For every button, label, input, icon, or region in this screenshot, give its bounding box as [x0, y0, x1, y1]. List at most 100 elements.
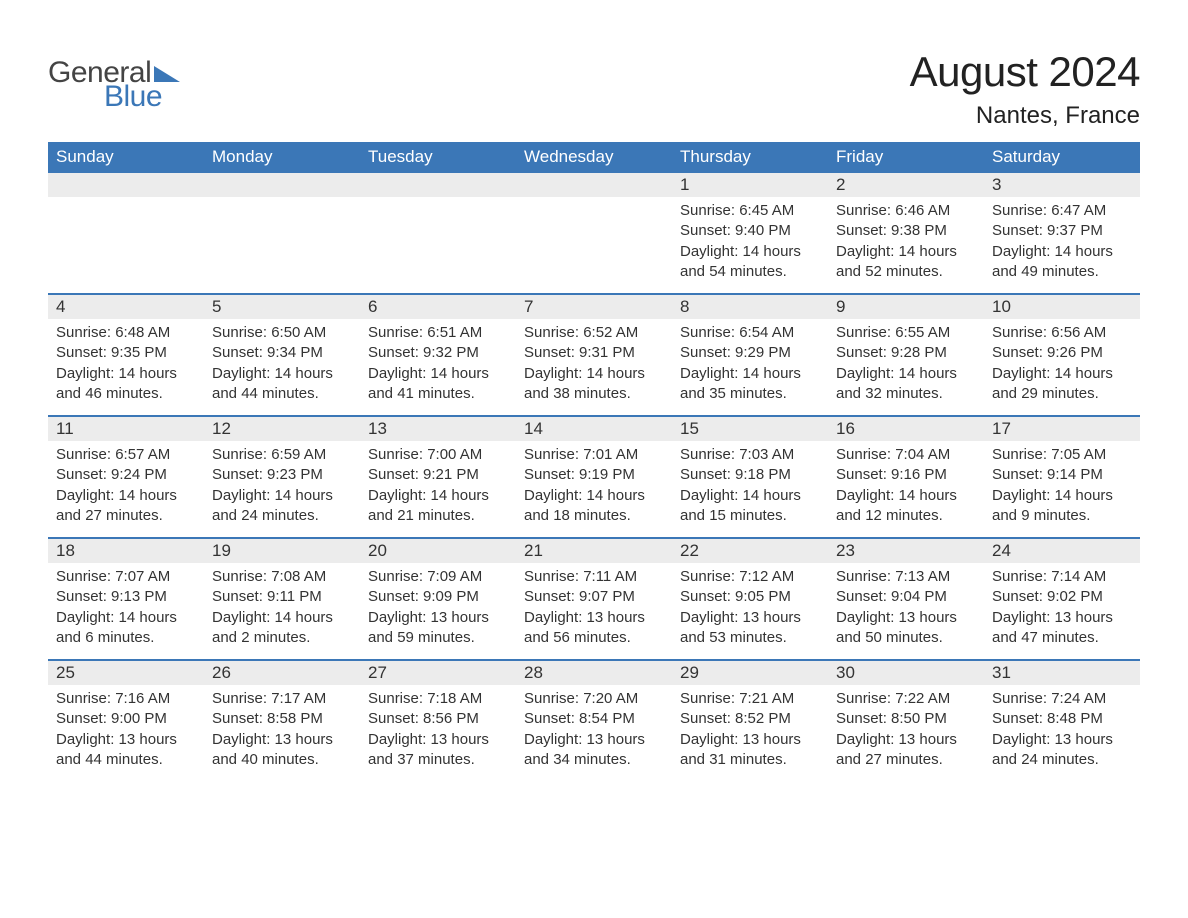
day-number: 6	[360, 295, 516, 319]
day-number: 13	[360, 417, 516, 441]
day-of-week-label: Friday	[828, 142, 984, 173]
day-details: Sunrise: 7:20 AMSunset: 8:54 PMDaylight:…	[516, 685, 672, 778]
sunrise-text: Sunrise: 7:07 AM	[56, 567, 196, 587]
daylight-text-line1: Daylight: 13 hours	[836, 730, 976, 750]
sunrise-text: Sunrise: 7:21 AM	[680, 689, 820, 709]
daylight-text-line2: and 29 minutes.	[992, 384, 1132, 404]
day-number: 9	[828, 295, 984, 319]
header: General Blue August 2024 Nantes, France	[48, 48, 1140, 130]
sunset-text: Sunset: 9:05 PM	[680, 587, 820, 607]
calendar-cell: 29Sunrise: 7:21 AMSunset: 8:52 PMDayligh…	[672, 661, 828, 781]
calendar-cell	[516, 173, 672, 293]
day-details: Sunrise: 7:07 AMSunset: 9:13 PMDaylight:…	[48, 563, 204, 656]
daylight-text-line1: Daylight: 13 hours	[680, 608, 820, 628]
sunrise-text: Sunrise: 6:48 AM	[56, 323, 196, 343]
sunset-text: Sunset: 8:54 PM	[524, 709, 664, 729]
sunrise-text: Sunrise: 7:16 AM	[56, 689, 196, 709]
day-details: Sunrise: 7:12 AMSunset: 9:05 PMDaylight:…	[672, 563, 828, 656]
day-of-week-label: Monday	[204, 142, 360, 173]
day-number: 31	[984, 661, 1140, 685]
day-details: Sunrise: 7:11 AMSunset: 9:07 PMDaylight:…	[516, 563, 672, 656]
day-number: 11	[48, 417, 204, 441]
sunrise-text: Sunrise: 7:13 AM	[836, 567, 976, 587]
sunset-text: Sunset: 9:00 PM	[56, 709, 196, 729]
sunrise-text: Sunrise: 6:51 AM	[368, 323, 508, 343]
day-number: 4	[48, 295, 204, 319]
day-number	[360, 173, 516, 197]
calendar-cell: 9Sunrise: 6:55 AMSunset: 9:28 PMDaylight…	[828, 295, 984, 415]
calendar-cell: 5Sunrise: 6:50 AMSunset: 9:34 PMDaylight…	[204, 295, 360, 415]
daylight-text-line1: Daylight: 14 hours	[836, 486, 976, 506]
sunrise-text: Sunrise: 6:59 AM	[212, 445, 352, 465]
sunrise-text: Sunrise: 7:04 AM	[836, 445, 976, 465]
brand-logo: General Blue	[48, 48, 180, 112]
daylight-text-line2: and 52 minutes.	[836, 262, 976, 282]
daylight-text-line1: Daylight: 13 hours	[992, 608, 1132, 628]
daylight-text-line2: and 37 minutes.	[368, 750, 508, 770]
sunrise-text: Sunrise: 6:54 AM	[680, 323, 820, 343]
day-number: 10	[984, 295, 1140, 319]
daylight-text-line1: Daylight: 14 hours	[680, 242, 820, 262]
weeks-container: 1Sunrise: 6:45 AMSunset: 9:40 PMDaylight…	[48, 173, 1140, 781]
daylight-text-line1: Daylight: 14 hours	[680, 364, 820, 384]
day-number: 14	[516, 417, 672, 441]
calendar-cell: 19Sunrise: 7:08 AMSunset: 9:11 PMDayligh…	[204, 539, 360, 659]
sunset-text: Sunset: 9:16 PM	[836, 465, 976, 485]
daylight-text-line2: and 24 minutes.	[212, 506, 352, 526]
day-details: Sunrise: 7:09 AMSunset: 9:09 PMDaylight:…	[360, 563, 516, 656]
daylight-text-line2: and 34 minutes.	[524, 750, 664, 770]
daylight-text-line1: Daylight: 14 hours	[56, 608, 196, 628]
sunrise-text: Sunrise: 6:46 AM	[836, 201, 976, 221]
daylight-text-line2: and 31 minutes.	[680, 750, 820, 770]
calendar-cell: 20Sunrise: 7:09 AMSunset: 9:09 PMDayligh…	[360, 539, 516, 659]
sunset-text: Sunset: 9:11 PM	[212, 587, 352, 607]
calendar-cell: 15Sunrise: 7:03 AMSunset: 9:18 PMDayligh…	[672, 417, 828, 537]
week-row: 11Sunrise: 6:57 AMSunset: 9:24 PMDayligh…	[48, 415, 1140, 537]
day-number	[204, 173, 360, 197]
day-details: Sunrise: 7:03 AMSunset: 9:18 PMDaylight:…	[672, 441, 828, 534]
calendar-cell: 17Sunrise: 7:05 AMSunset: 9:14 PMDayligh…	[984, 417, 1140, 537]
calendar-cell: 4Sunrise: 6:48 AMSunset: 9:35 PMDaylight…	[48, 295, 204, 415]
calendar-cell: 2Sunrise: 6:46 AMSunset: 9:38 PMDaylight…	[828, 173, 984, 293]
sunset-text: Sunset: 9:32 PM	[368, 343, 508, 363]
month-title: August 2024	[910, 48, 1140, 96]
daylight-text-line2: and 40 minutes.	[212, 750, 352, 770]
daylight-text-line2: and 24 minutes.	[992, 750, 1132, 770]
daylight-text-line2: and 9 minutes.	[992, 506, 1132, 526]
sunrise-text: Sunrise: 7:12 AM	[680, 567, 820, 587]
day-number: 8	[672, 295, 828, 319]
calendar-cell: 22Sunrise: 7:12 AMSunset: 9:05 PMDayligh…	[672, 539, 828, 659]
daylight-text-line2: and 53 minutes.	[680, 628, 820, 648]
sunset-text: Sunset: 9:09 PM	[368, 587, 508, 607]
sunrise-text: Sunrise: 6:47 AM	[992, 201, 1132, 221]
day-number: 5	[204, 295, 360, 319]
day-details: Sunrise: 6:50 AMSunset: 9:34 PMDaylight:…	[204, 319, 360, 412]
daylight-text-line2: and 2 minutes.	[212, 628, 352, 648]
sunrise-text: Sunrise: 7:11 AM	[524, 567, 664, 587]
calendar-cell: 24Sunrise: 7:14 AMSunset: 9:02 PMDayligh…	[984, 539, 1140, 659]
daylight-text-line2: and 54 minutes.	[680, 262, 820, 282]
sunset-text: Sunset: 9:31 PM	[524, 343, 664, 363]
sunset-text: Sunset: 9:29 PM	[680, 343, 820, 363]
daylight-text-line2: and 27 minutes.	[836, 750, 976, 770]
day-of-week-label: Tuesday	[360, 142, 516, 173]
day-number: 30	[828, 661, 984, 685]
daylight-text-line1: Daylight: 14 hours	[836, 364, 976, 384]
day-of-week-label: Thursday	[672, 142, 828, 173]
day-number: 28	[516, 661, 672, 685]
day-number: 3	[984, 173, 1140, 197]
day-details: Sunrise: 7:04 AMSunset: 9:16 PMDaylight:…	[828, 441, 984, 534]
day-number: 2	[828, 173, 984, 197]
sunset-text: Sunset: 8:56 PM	[368, 709, 508, 729]
location-label: Nantes, France	[910, 102, 1140, 130]
day-details: Sunrise: 6:51 AMSunset: 9:32 PMDaylight:…	[360, 319, 516, 412]
calendar-cell: 12Sunrise: 6:59 AMSunset: 9:23 PMDayligh…	[204, 417, 360, 537]
day-number: 20	[360, 539, 516, 563]
day-details: Sunrise: 7:18 AMSunset: 8:56 PMDaylight:…	[360, 685, 516, 778]
day-details: Sunrise: 7:00 AMSunset: 9:21 PMDaylight:…	[360, 441, 516, 534]
calendar-grid: SundayMondayTuesdayWednesdayThursdayFrid…	[48, 142, 1140, 781]
daylight-text-line1: Daylight: 13 hours	[368, 730, 508, 750]
day-details: Sunrise: 7:01 AMSunset: 9:19 PMDaylight:…	[516, 441, 672, 534]
calendar-cell: 31Sunrise: 7:24 AMSunset: 8:48 PMDayligh…	[984, 661, 1140, 781]
daylight-text-line2: and 44 minutes.	[56, 750, 196, 770]
